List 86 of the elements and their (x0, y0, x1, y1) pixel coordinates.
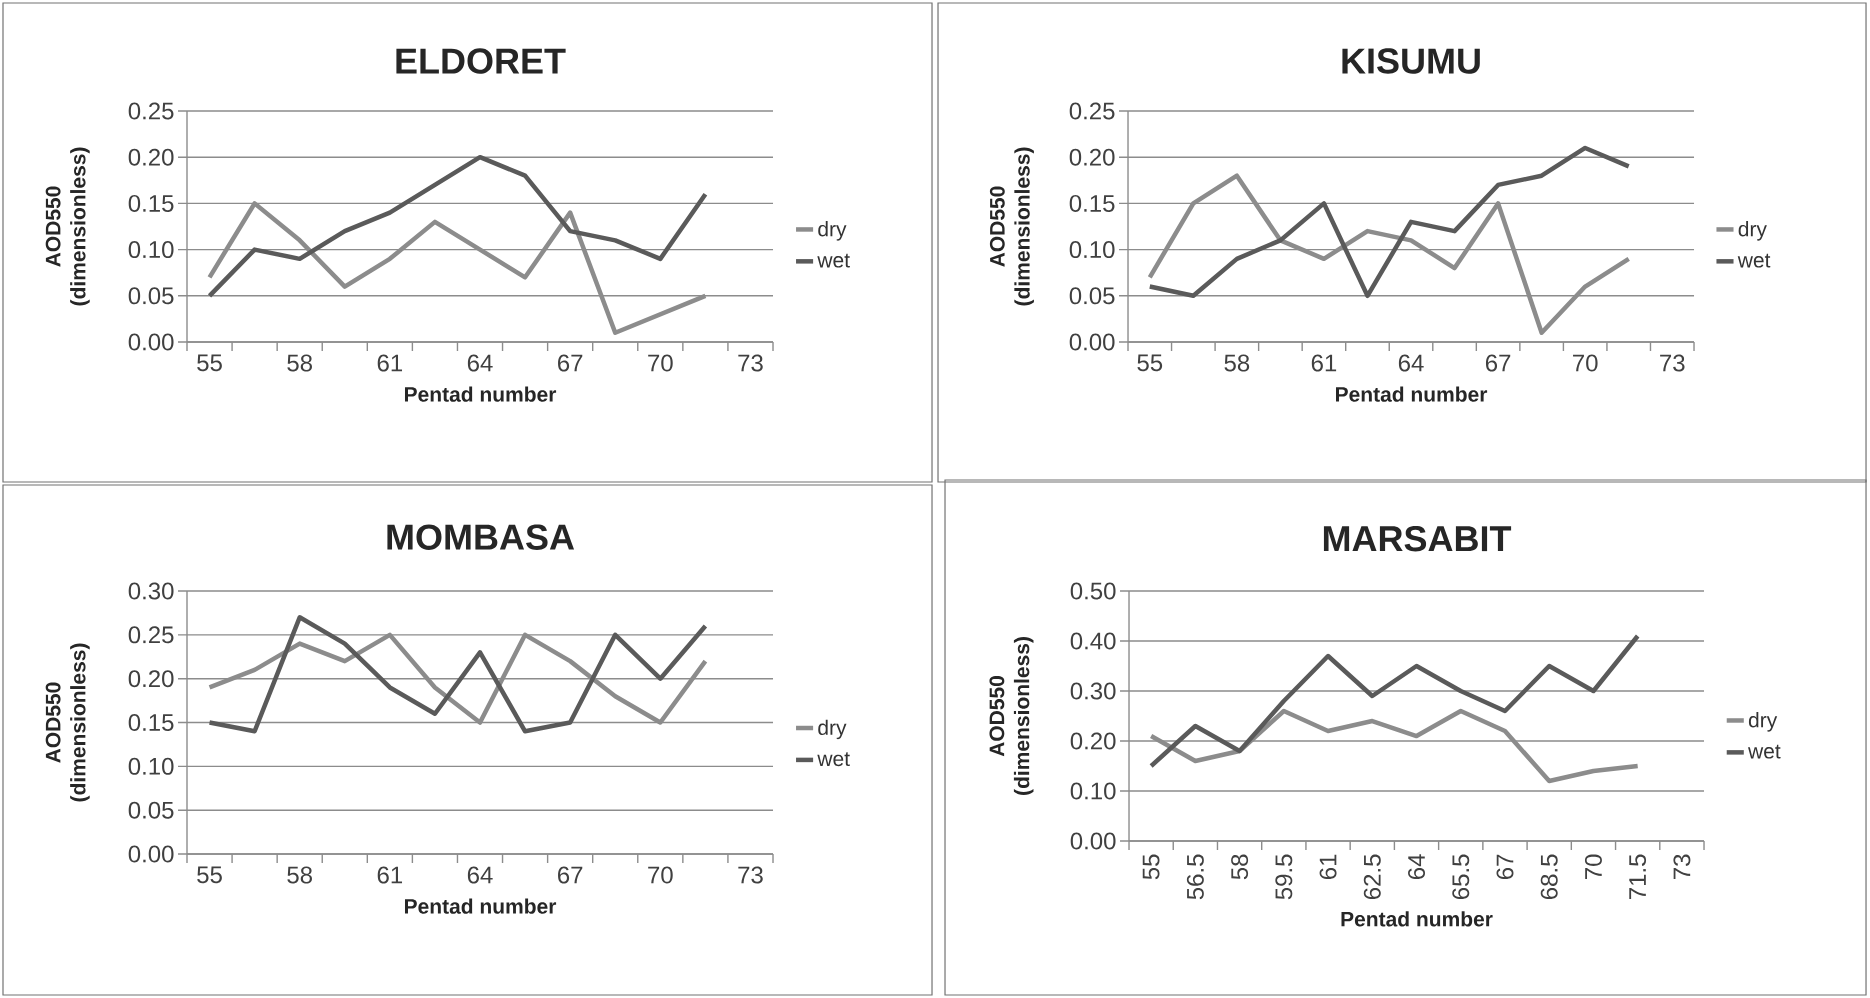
y-tick-label: 0.20 (128, 670, 174, 688)
chart-title: KISUMU (1342, 48, 1480, 74)
x-tick-label: 61 (377, 354, 403, 372)
x-tick-label: 61 (1319, 854, 1337, 880)
x-tick-label: 58 (287, 354, 312, 372)
x-tick-label: 55 (1142, 854, 1160, 880)
x-axis-title: Pentad number (404, 898, 557, 914)
legend-label: dry (1738, 221, 1767, 241)
legend-label: wet (1737, 253, 1771, 268)
y-axis-title: AOD550 (dimensionless) (989, 637, 1034, 795)
line-series (207, 615, 708, 734)
y-axis-title: AOD550 (dimensionless) (45, 643, 90, 802)
x-tick-label: 67 (558, 354, 583, 372)
line-series (207, 632, 708, 725)
legend-label: wet (817, 752, 850, 767)
legend-label: wet (817, 253, 850, 268)
x-tick-label: 67 (558, 866, 583, 884)
y-tick-label: 0.15 (128, 194, 174, 212)
y-tick-label: 0.10 (1070, 782, 1116, 800)
line-series (1148, 633, 1640, 769)
y-tick-label: 0.20 (1069, 148, 1115, 166)
y-tick-label: 0.15 (1069, 194, 1115, 212)
line-series (1147, 173, 1631, 336)
x-tick-label: 58 (1231, 854, 1249, 880)
y-tick-label: 0.20 (128, 148, 174, 166)
x-tick-label: 67 (1485, 354, 1511, 372)
x-tick-label: 61 (377, 866, 403, 884)
x-tick-label: 73 (738, 866, 763, 884)
y-tick-label: 0.00 (1070, 832, 1116, 850)
x-tick-label: 65.5 (1452, 854, 1470, 900)
y-tick-label: 0.10 (1069, 241, 1115, 259)
x-tick-label: 62.5 (1363, 854, 1381, 900)
y-tick-label: 0.25 (128, 626, 174, 644)
x-tick-label: 70 (1584, 854, 1602, 880)
y-tick-label: 0.05 (128, 287, 174, 305)
y-tick-label: 0.10 (128, 757, 174, 775)
legend-label: wet (1748, 744, 1781, 759)
x-tick-label: 70 (648, 354, 673, 372)
chart-title: MOMBASA (387, 524, 575, 550)
x-tick-label: 56.5 (1186, 854, 1204, 900)
x-tick-label: 61 (1311, 354, 1337, 372)
legend-label: dry (818, 719, 847, 740)
x-tick-label: 64 (467, 354, 493, 372)
legend-label: dry (1748, 712, 1778, 732)
x-tick-label: 64 (1408, 854, 1426, 880)
x-tick-label: 70 (648, 866, 673, 884)
y-tick-label: 0.15 (128, 714, 174, 732)
y-tick-label: 0.00 (128, 845, 174, 863)
y-tick-label: 0.00 (128, 333, 174, 351)
y-tick-label: 0.10 (128, 241, 174, 259)
x-tick-label: 68.5 (1540, 854, 1558, 900)
x-tick-label: 71.5 (1629, 854, 1647, 900)
x-tick-label: 70 (1573, 354, 1598, 372)
x-tick-label: 59.5 (1275, 854, 1293, 900)
y-tick-label: 0.25 (128, 102, 174, 120)
x-axis-title: Pentad number (1336, 386, 1488, 402)
x-tick-label: 73 (1673, 854, 1691, 880)
x-tick-label: 73 (738, 354, 763, 372)
x-tick-label: 58 (287, 866, 312, 884)
y-tick-label: 0.40 (1070, 632, 1116, 650)
x-tick-label: 67 (1496, 854, 1514, 880)
x-tick-label: 73 (1660, 354, 1685, 372)
line-series (207, 154, 708, 299)
chart-title: MARSABIT (1323, 526, 1512, 552)
line-series (1148, 708, 1640, 784)
y-tick-label: 0.30 (128, 582, 174, 600)
y-tick-label: 0.05 (128, 801, 174, 819)
x-axis-title: Pentad number (1341, 911, 1493, 927)
y-axis-title: AOD550 (dimensionless) (45, 147, 90, 306)
y-tick-label: 0.30 (1070, 682, 1116, 700)
x-tick-label: 55 (1137, 354, 1163, 372)
chart-title: ELDORET (396, 48, 566, 74)
x-tick-label: 58 (1224, 354, 1250, 372)
y-tick-label: 0.50 (1070, 582, 1116, 600)
x-tick-label: 64 (467, 866, 493, 884)
legend-label: dry (818, 221, 847, 241)
y-tick-label: 0.05 (1069, 287, 1115, 305)
x-axis-title: Pentad number (404, 386, 557, 402)
line-series (1147, 145, 1631, 299)
y-tick-label: 0.20 (1070, 732, 1116, 750)
y-axis-title: AOD550 (dimensionless) (989, 147, 1034, 306)
y-tick-label: 0.25 (1069, 102, 1115, 120)
x-tick-label: 55 (197, 866, 222, 884)
x-tick-label: 55 (197, 354, 222, 372)
y-tick-label: 0.00 (1069, 333, 1115, 351)
x-tick-label: 64 (1398, 354, 1424, 372)
